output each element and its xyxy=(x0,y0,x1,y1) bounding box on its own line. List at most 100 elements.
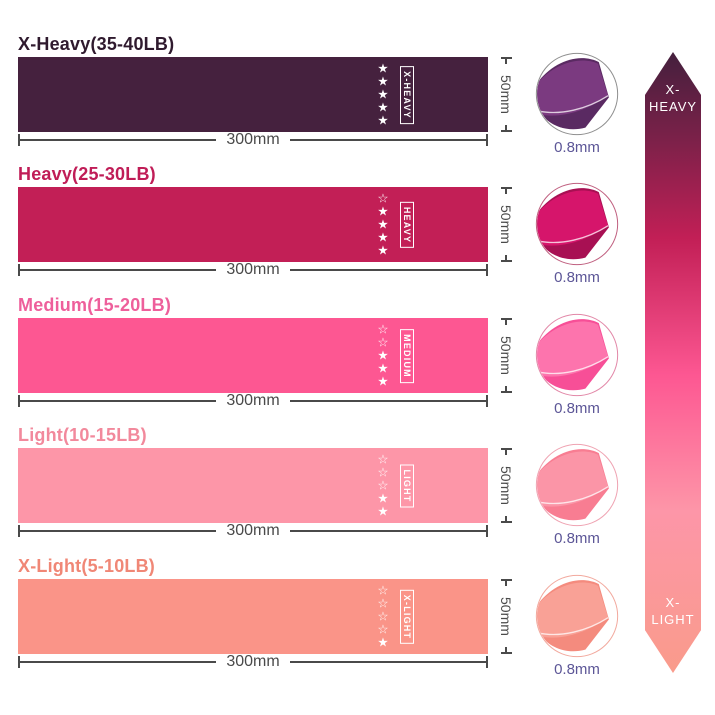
dimension-tick xyxy=(18,134,20,146)
length-value: 300mm xyxy=(226,522,280,539)
band-thickness-photo xyxy=(535,574,619,658)
thickness-value: 0.8mm xyxy=(554,530,600,547)
product-row-medium: Medium(15-20LB) ☆ ☆ ★ ★ ★ MEDIUM 300mm 5… xyxy=(0,295,715,419)
star-rating: ★ ★ ★ ★ ★ xyxy=(377,61,389,127)
dimension-tick xyxy=(486,656,489,668)
resistance-band: ☆ ☆ ☆ ★ ★ LIGHT xyxy=(18,448,488,523)
folded-band-shape xyxy=(537,60,609,116)
band-label-box: X-HEAVY xyxy=(399,65,417,124)
band-label-box: X-LIGHT xyxy=(399,589,417,644)
folded-band-shape xyxy=(537,190,609,246)
dimension-tick xyxy=(18,395,20,407)
band-label: HEAVY xyxy=(400,201,414,248)
dimension-line xyxy=(20,661,217,663)
band-thickness-photo xyxy=(535,182,619,266)
band-label: X-LIGHT xyxy=(400,589,414,644)
dimension-line xyxy=(289,269,487,271)
dimension-tick xyxy=(500,57,512,65)
product-row-x-light: X-Light(5-10LB) ☆ ☆ ☆ ☆ ★ X-LIGHT 300mm … xyxy=(0,556,715,680)
thickness-value: 0.8mm xyxy=(554,400,600,417)
dimension-tick xyxy=(500,448,512,456)
product-row-light: Light(10-15LB) ☆ ☆ ☆ ★ ★ LIGHT 300mm 50m… xyxy=(0,425,715,549)
row-title: X-Light(5-10LB) xyxy=(18,556,155,576)
row-title: Medium(15-20LB) xyxy=(18,295,172,315)
width-dimension: 50mm xyxy=(494,187,518,262)
dimension-tick xyxy=(500,187,512,195)
band-label-box: LIGHT xyxy=(399,464,417,507)
scale-top-label: X- HEAVY xyxy=(645,82,701,116)
length-value: 300mm xyxy=(226,131,280,148)
dimension-tick xyxy=(486,134,489,146)
star-rating: ☆ ☆ ☆ ★ ★ xyxy=(377,452,389,518)
width-value: 50mm xyxy=(498,205,514,244)
length-dimension: 300mm xyxy=(18,653,489,671)
width-value: 50mm xyxy=(498,336,514,375)
folded-band-shape xyxy=(537,451,609,507)
band-label-box: HEAVY xyxy=(399,201,417,248)
dimension-tick xyxy=(500,515,512,523)
thickness-value: 0.8mm xyxy=(554,269,600,286)
band-edge-highlight xyxy=(537,225,609,244)
thickness-value: 0.8mm xyxy=(554,139,600,156)
dimension-tick xyxy=(18,264,20,276)
band-edge-highlight xyxy=(537,95,609,114)
width-dimension: 50mm xyxy=(494,448,518,523)
band-edge-highlight xyxy=(537,486,609,505)
dimension-tick xyxy=(486,264,489,276)
dimension-line xyxy=(289,661,487,663)
star-rating: ☆ ☆ ★ ★ ★ xyxy=(377,322,389,388)
scale-top-label-line1: X- xyxy=(665,82,681,97)
resistance-band: ☆ ☆ ☆ ☆ ★ X-LIGHT xyxy=(18,579,488,654)
dimension-tick xyxy=(500,385,512,393)
band-label-box: MEDIUM xyxy=(399,328,417,383)
dimension-line xyxy=(20,530,217,532)
dimension-tick xyxy=(18,656,20,668)
width-value: 50mm xyxy=(498,75,514,114)
band-thickness-photo xyxy=(535,443,619,527)
scale-bottom-label: X- LIGHT xyxy=(645,595,701,629)
length-value: 300mm xyxy=(226,392,280,409)
scale-top-label-line2: HEAVY xyxy=(648,98,698,114)
dimension-tick xyxy=(486,525,489,537)
dimension-line xyxy=(289,530,487,532)
dimension-tick xyxy=(500,318,512,326)
band-thickness-photo xyxy=(535,313,619,397)
width-value: 50mm xyxy=(498,466,514,505)
scale-bottom-label-line1: X- xyxy=(665,595,681,611)
width-dimension: 50mm xyxy=(494,57,518,132)
row-title: X-Heavy(35-40LB) xyxy=(18,34,175,54)
length-dimension: 300mm xyxy=(18,392,489,410)
thickness-value: 0.8mm xyxy=(554,661,600,678)
length-dimension: 300mm xyxy=(18,522,489,540)
star-rating: ☆ ☆ ☆ ☆ ★ xyxy=(377,583,389,649)
dimension-line xyxy=(20,400,217,402)
length-dimension: 300mm xyxy=(18,131,489,149)
width-value: 50mm xyxy=(498,597,514,636)
length-value: 300mm xyxy=(226,261,280,278)
length-dimension: 300mm xyxy=(18,261,489,279)
product-row-x-heavy: X-Heavy(35-40LB) ★ ★ ★ ★ ★ X-HEAVY 300mm… xyxy=(0,34,715,158)
dimension-tick xyxy=(18,525,20,537)
strength-scale-arrow: X- HEAVY X- LIGHT xyxy=(645,52,701,673)
band-label: LIGHT xyxy=(400,464,414,507)
star-rating: ☆ ★ ★ ★ ★ xyxy=(377,191,389,257)
dimension-tick xyxy=(500,254,512,262)
resistance-band: ☆ ☆ ★ ★ ★ MEDIUM xyxy=(18,318,488,393)
row-title: Heavy(25-30LB) xyxy=(18,164,156,184)
row-title: Light(10-15LB) xyxy=(18,425,147,445)
band-label: X-HEAVY xyxy=(400,65,414,124)
dimension-line xyxy=(289,400,487,402)
width-dimension: 50mm xyxy=(494,318,518,393)
resistance-band: ★ ★ ★ ★ ★ X-HEAVY xyxy=(18,57,488,132)
band-thickness-photo xyxy=(535,52,619,136)
dimension-line xyxy=(20,269,217,271)
dimension-line xyxy=(20,139,217,141)
resistance-band: ☆ ★ ★ ★ ★ HEAVY xyxy=(18,187,488,262)
product-row-heavy: Heavy(25-30LB) ☆ ★ ★ ★ ★ HEAVY 300mm 50m… xyxy=(0,164,715,288)
folded-band-shape xyxy=(537,582,609,638)
length-value: 300mm xyxy=(226,653,280,670)
dimension-tick xyxy=(500,646,512,654)
width-dimension: 50mm xyxy=(494,579,518,654)
dimension-line xyxy=(289,139,487,141)
dimension-tick xyxy=(500,579,512,587)
